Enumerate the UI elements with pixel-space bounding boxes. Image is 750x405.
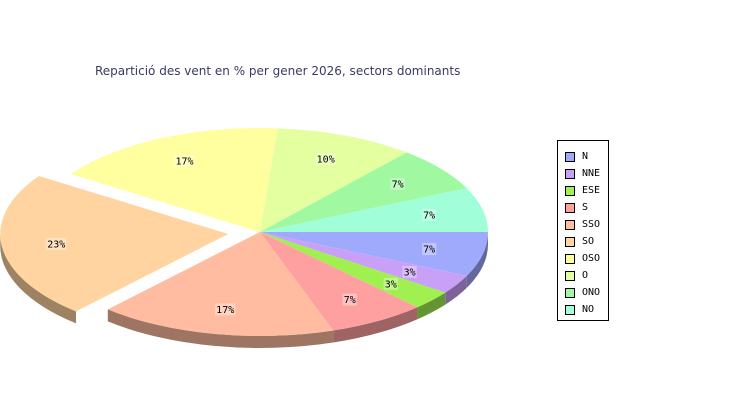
slice-o (260, 128, 407, 232)
data-label-bg (402, 265, 417, 278)
legend-label: N (582, 151, 589, 162)
slice-side-so (0, 233, 77, 324)
slice-nne (260, 232, 467, 293)
data-label-sso: 17% (216, 305, 234, 316)
legend-label: O (582, 270, 589, 281)
data-label-s: 7% (344, 295, 356, 306)
legend-swatch (565, 254, 575, 264)
slice-oso (70, 128, 278, 232)
data-label-bg (342, 293, 357, 306)
legend-swatch (565, 186, 575, 196)
pie-slices (0, 128, 488, 337)
data-label-nne: 3% (404, 267, 416, 278)
data-label-bg (383, 277, 398, 290)
legend-label: ONO (582, 287, 601, 298)
pie-sides (0, 232, 488, 348)
data-label-no: 7% (423, 210, 435, 221)
slice-side-sso (107, 309, 334, 348)
legend-label: SSO (582, 219, 601, 230)
data-labels: 7% 3% 3% 7% 17% 23% 17% 10% 7% 7% (46, 152, 437, 316)
data-label-bg (390, 177, 405, 190)
legend-swatch (565, 152, 575, 162)
legend-label: SO (582, 236, 595, 247)
legend-label: NO (582, 304, 595, 315)
legend-label: ESE (582, 185, 601, 196)
slice-sso (107, 232, 334, 337)
legend-swatch (565, 271, 575, 281)
slice-so (0, 176, 229, 312)
legend-label: S (582, 202, 589, 213)
legend-swatch (565, 169, 575, 179)
slice-side-n (466, 232, 488, 288)
legend: N NNE ESE S SSO SO OSO O ONO NO (557, 140, 609, 321)
data-label-bg (215, 303, 236, 316)
legend-swatch (565, 237, 575, 247)
legend-swatch (565, 220, 575, 230)
slice-side-nne (445, 275, 467, 305)
legend-label: NNE (582, 168, 601, 179)
data-label-bg (422, 208, 437, 221)
slice-side-s (333, 307, 418, 343)
slice-ese (260, 232, 446, 308)
data-label-bg (46, 237, 67, 250)
slice-s (260, 232, 418, 331)
data-label-o: 10% (317, 154, 335, 165)
legend-swatch (565, 305, 575, 315)
slice-no (260, 188, 488, 232)
legend-label: OSO (582, 253, 601, 264)
slice-side-ese (417, 292, 446, 320)
legend-swatch (565, 203, 575, 213)
legend-swatch (565, 288, 575, 298)
data-label-n: 7% (423, 245, 435, 256)
data-label-bg (422, 243, 437, 256)
data-label-ono: 7% (392, 179, 404, 190)
data-label-bg (315, 152, 336, 165)
chart-title: Repartició des vent en % per gener 2026,… (95, 64, 461, 78)
slice-ono (260, 152, 467, 232)
data-label-bg (174, 154, 195, 167)
slice-n (260, 232, 488, 276)
data-label-oso: 17% (175, 156, 193, 167)
data-label-ese: 3% (385, 279, 397, 290)
data-label-so: 23% (47, 239, 65, 250)
